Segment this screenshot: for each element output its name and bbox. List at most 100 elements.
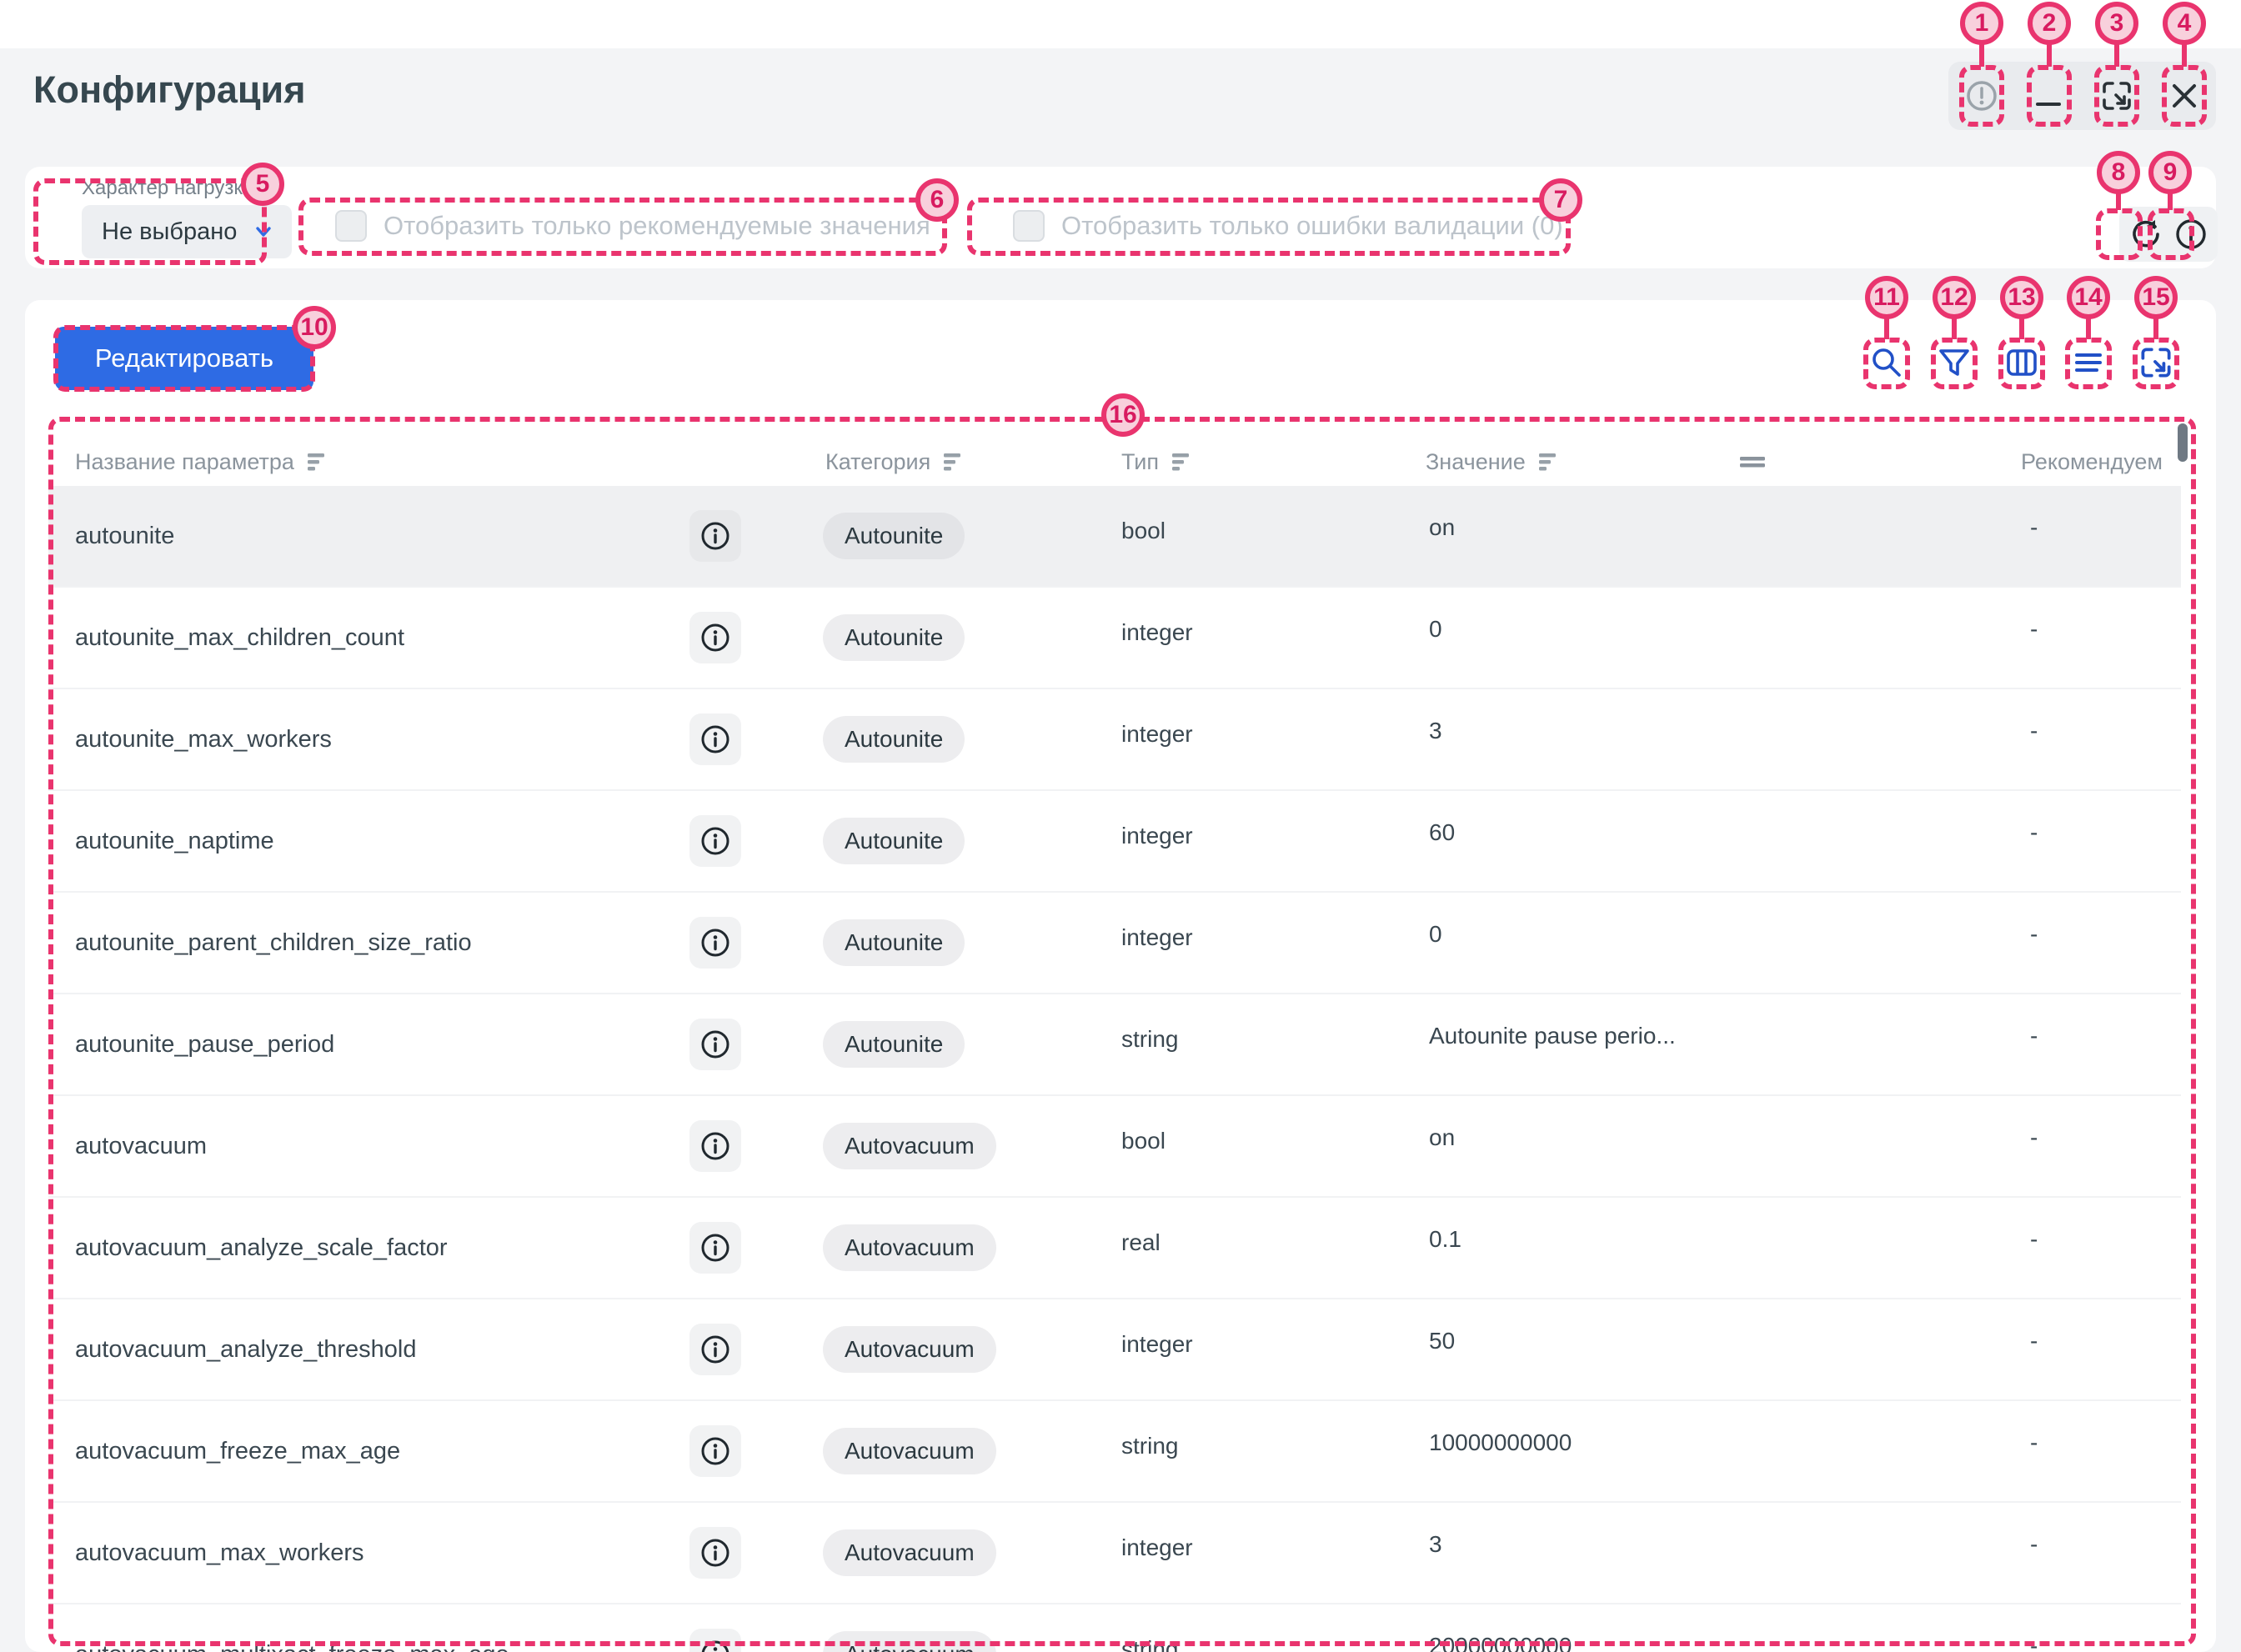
column-header-value-label: Значение: [1426, 448, 1526, 474]
close-icon: [2166, 78, 2203, 114]
info-button[interactable]: [2172, 215, 2210, 253]
recommended-value: -: [2030, 1531, 2038, 1557]
table-row[interactable]: autounite_naptime Autounite integer 60 -: [48, 789, 2181, 891]
parameter-info-button[interactable]: [689, 1324, 741, 1375]
column-resize-handle[interactable]: [1738, 443, 1770, 480]
minimize-button[interactable]: [2027, 65, 2072, 127]
edit-button[interactable]: Редактировать: [55, 327, 313, 390]
refresh-button[interactable]: [2127, 215, 2165, 253]
row-density-button[interactable]: [2065, 337, 2112, 388]
parameter-type: string: [1121, 1636, 1179, 1652]
parameter-type: real: [1121, 1229, 1161, 1255]
parameter-name: autovacuum_freeze_max_age: [75, 1437, 401, 1464]
lines-icon: [2068, 343, 2108, 383]
parameter-type: string: [1121, 1026, 1179, 1052]
refresh-icon: [2127, 215, 2165, 253]
table-row[interactable]: autounite_max_workers Autounite integer …: [48, 688, 2181, 789]
parameter-type: integer: [1121, 721, 1193, 747]
fullscreen-button[interactable]: [2133, 337, 2179, 388]
filter-button[interactable]: [1931, 337, 1978, 388]
table-row[interactable]: autovacuum Autovacuum bool on -: [48, 1094, 2181, 1196]
column-header-recommended[interactable]: Рекомендуем: [2021, 443, 2163, 480]
vertical-scrollbar-thumb[interactable]: [2178, 423, 2188, 462]
parameter-name: autovacuum_max_workers: [75, 1539, 364, 1566]
parameter-info-button[interactable]: [689, 1425, 741, 1477]
category-badge: Autovacuum: [823, 1428, 996, 1474]
column-header-type[interactable]: Тип: [1121, 443, 1196, 480]
column-header-recommended-label: Рекомендуем: [2021, 448, 2163, 474]
parameter-type: bool: [1121, 518, 1166, 543]
parameter-name: autounite_max_workers: [75, 725, 332, 753]
alert-button[interactable]: [1959, 65, 2004, 127]
parameter-info-button[interactable]: [689, 917, 741, 969]
parameter-info-button[interactable]: [689, 1019, 741, 1070]
parameter-info-button[interactable]: [689, 1222, 741, 1274]
validation-errors-checkbox[interactable]: [1013, 210, 1045, 242]
parameter-type: integer: [1121, 924, 1193, 950]
recommended-checkbox[interactable]: [335, 210, 367, 242]
table-row[interactable]: autounite Autounite bool on -: [48, 486, 2181, 586]
parameter-info-button[interactable]: [689, 612, 741, 663]
parameter-value: on: [1429, 514, 1456, 540]
top-strip: [0, 0, 2241, 48]
table-row[interactable]: autounite_pause_period Autounite string …: [48, 993, 2181, 1094]
sort-icon: [306, 449, 331, 474]
recommended-checkbox-group[interactable]: Отобразить только рекомендуемые значения: [335, 210, 930, 242]
info-circle-icon: [698, 1434, 733, 1469]
recommended-checkbox-label: Отобразить только рекомендуемые значения: [384, 211, 930, 240]
category-badge: Autounite: [823, 614, 965, 661]
parameter-info-button[interactable]: [689, 1120, 741, 1172]
info-circle-icon: [2172, 215, 2210, 253]
recommended-value: -: [2030, 921, 2038, 947]
parameter-value: 3: [1429, 1531, 1442, 1557]
info-circle-icon: [698, 1332, 733, 1367]
category-badge: Autounite: [823, 513, 965, 559]
info-circle-icon: [698, 1637, 733, 1652]
category-badge: Autovacuum: [823, 1631, 996, 1652]
column-header-category[interactable]: Категория: [825, 443, 967, 480]
parameter-type: integer: [1121, 1331, 1193, 1357]
columns-button[interactable]: [1998, 337, 2045, 388]
parameter-type: integer: [1121, 619, 1193, 645]
table-row[interactable]: autovacuum_freeze_max_age Autovacuum str…: [48, 1399, 2181, 1501]
workload-select[interactable]: Не выбрано: [82, 205, 292, 258]
table-row[interactable]: autovacuum_multixact_freeze_max_age Auto…: [48, 1603, 2181, 1652]
category-badge: Autounite: [823, 818, 965, 864]
parameter-info-button[interactable]: [689, 1527, 741, 1579]
alert-circle-icon: [1963, 78, 2000, 114]
parameter-info-button[interactable]: [689, 815, 741, 867]
recommended-value: -: [2030, 616, 2038, 642]
category-badge: Autounite: [823, 919, 965, 966]
recommended-value: -: [2030, 514, 2038, 540]
sort-icon: [942, 449, 967, 474]
sort-icon: [1537, 449, 1562, 474]
parameter-value: Autounite pause perio...: [1429, 1023, 1676, 1049]
close-button[interactable]: [2162, 65, 2207, 127]
parameter-name: autovacuum_analyze_threshold: [75, 1335, 417, 1363]
column-header-value[interactable]: Значение: [1426, 443, 1562, 480]
maximize-button[interactable]: [2094, 65, 2139, 127]
table-row[interactable]: autovacuum_analyze_threshold Autovacuum …: [48, 1298, 2181, 1399]
category-badge: Autovacuum: [823, 1224, 996, 1271]
info-circle-icon: [698, 620, 733, 655]
table-row[interactable]: autovacuum_analyze_scale_factor Autovacu…: [48, 1196, 2181, 1298]
info-circle-icon: [698, 925, 733, 960]
parameter-name: autovacuum: [75, 1132, 207, 1159]
validation-errors-checkbox-group[interactable]: Отобразить только ошибки валидации (0): [1013, 210, 1563, 242]
info-circle-icon: [698, 722, 733, 757]
parameter-info-button[interactable]: [689, 510, 741, 562]
info-circle-icon: [698, 1129, 733, 1164]
filter-bar: Характер нагрузки Не выбрано Отобразить …: [25, 167, 2218, 268]
parameter-info-button[interactable]: [689, 1629, 741, 1652]
table-row[interactable]: autounite_parent_children_size_ratio Aut…: [48, 891, 2181, 993]
recommended-value: -: [2030, 1023, 2038, 1049]
info-circle-icon: [698, 1027, 733, 1062]
minimize-icon: [2031, 78, 2068, 114]
column-header-name[interactable]: Название параметра: [75, 443, 331, 480]
parameter-info-button[interactable]: [689, 713, 741, 765]
table-row[interactable]: autovacuum_max_workers Autovacuum intege…: [48, 1501, 2181, 1603]
columns-icon: [2002, 343, 2042, 383]
search-button[interactable]: [1863, 337, 1910, 388]
table-row[interactable]: autounite_max_children_count Autounite i…: [48, 586, 2181, 688]
recommended-value: -: [2030, 1226, 2038, 1252]
